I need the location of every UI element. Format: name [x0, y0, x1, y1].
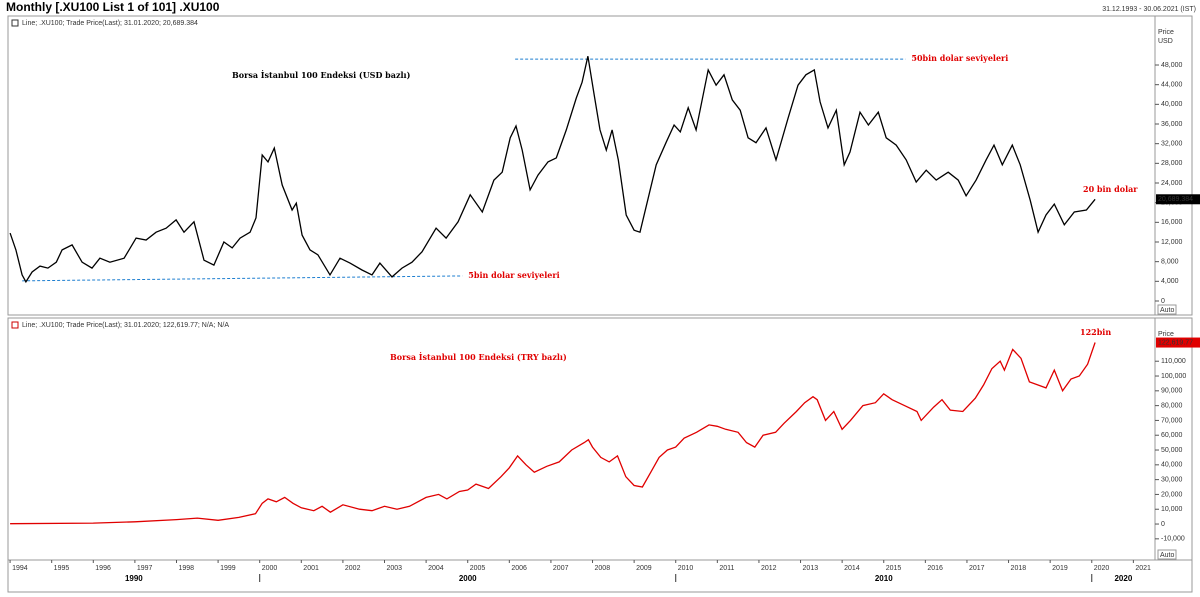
- scale-mode-box: [1157, 304, 1177, 315]
- x-tick-label: 1995: [54, 565, 70, 572]
- y-tick-label: 48,000: [1161, 62, 1183, 69]
- x-tick-label: 2003: [387, 565, 403, 572]
- x-tick-label: 2017: [969, 565, 985, 572]
- legend-swatch: [11, 321, 19, 329]
- x-tick-label: 2000: [262, 565, 278, 572]
- x-tick-label: 2018: [1011, 565, 1027, 572]
- decade-label: 1990: [125, 574, 143, 583]
- decade-label: 2020: [1114, 574, 1132, 583]
- x-tick-label: 2009: [636, 565, 652, 572]
- y-tick-label: 36,000: [1161, 121, 1183, 128]
- axis-unit: USD: [1158, 38, 1173, 45]
- x-tick-label: 2007: [553, 565, 569, 572]
- x-tick-label: 1999: [220, 565, 236, 572]
- reference-line: [22, 275, 463, 282]
- y-tick-label: 100,000: [1161, 373, 1186, 380]
- y-tick-label: 16,000: [1161, 219, 1183, 226]
- x-tick-label: 2011: [719, 565, 734, 572]
- series-line: [9, 56, 1096, 284]
- scale-mode: Auto: [1160, 307, 1175, 314]
- last-value-label: 122,619.77: [1158, 339, 1193, 346]
- y-tick-label: 30,000: [1161, 476, 1183, 483]
- x-tick-label: 1996: [95, 565, 111, 572]
- axis-label: Price: [1158, 331, 1174, 338]
- y-tick-label: 8,000: [1161, 259, 1179, 266]
- last-value-label: 20,689.384: [1158, 196, 1193, 203]
- x-tick-label: 2013: [803, 565, 819, 572]
- decade-label: 2000: [459, 574, 477, 583]
- panel-frame: [7, 15, 1193, 316]
- reference-label: 5bin dolar seviyeleri: [468, 270, 559, 280]
- x-tick-label: 1997: [137, 565, 153, 572]
- panel-legend: Line; .XU100; Trade Price(Last); 31.01.2…: [22, 322, 229, 329]
- y-tick-label: 28,000: [1161, 160, 1183, 167]
- y-tick-label: 60,000: [1161, 432, 1183, 439]
- y-tick-label: 0: [1161, 521, 1165, 528]
- reference-label: 50bin dolar seviyeleri: [911, 53, 1008, 63]
- x-tick-label: 2014: [844, 565, 860, 572]
- last-value-box: [1156, 337, 1200, 348]
- annotation: 122bin: [1080, 327, 1111, 337]
- x-tick-label: 2008: [595, 565, 611, 572]
- y-tick-label: 44,000: [1161, 82, 1183, 89]
- series-line: [10, 342, 1096, 525]
- x-tick-label: 2016: [927, 565, 943, 572]
- y-tick-label: 40,000: [1161, 101, 1183, 108]
- x-tick-label: 2015: [886, 565, 902, 572]
- axis-label: Price: [1158, 29, 1174, 36]
- scale-mode-box: [1157, 549, 1177, 560]
- y-tick-label: 4,000: [1161, 278, 1179, 285]
- y-tick-label: 70,000: [1161, 417, 1183, 424]
- y-tick-label: -10,000: [1161, 536, 1185, 543]
- annotation: Borsa İstanbul 100 Endeksi (TRY bazlı): [390, 352, 567, 362]
- x-tick-label: 2001: [303, 565, 319, 572]
- y-tick-label: 0: [1161, 298, 1165, 305]
- x-tick-label: 2006: [511, 565, 527, 572]
- y-tick-label: 90,000: [1161, 388, 1183, 395]
- y-tick-label: 80,000: [1161, 402, 1183, 409]
- y-tick-label: 20,000: [1161, 491, 1183, 498]
- x-tick-label: 1994: [12, 565, 28, 572]
- legend-swatch: [11, 19, 19, 27]
- x-tick-label: 2020: [1094, 565, 1110, 572]
- y-tick-label: 10,000: [1161, 506, 1183, 513]
- scale-mode: Auto: [1160, 552, 1175, 559]
- x-tick-label: 2019: [1052, 565, 1068, 572]
- x-axis-frame: [7, 559, 1193, 593]
- annotation: 20 bin dolar: [1083, 184, 1138, 194]
- y-tick-label: 12,000: [1161, 239, 1183, 246]
- window-title: Monthly [.XU100 List 1 of 101] .XU100: [6, 0, 220, 14]
- panel-legend: Line; .XU100; Trade Price(Last); 31.01.2…: [22, 20, 198, 27]
- y-tick-label: 40,000: [1161, 462, 1183, 469]
- x-tick-label: 1998: [178, 565, 194, 572]
- x-tick-label: 2002: [345, 565, 361, 572]
- y-tick-label: 32,000: [1161, 141, 1183, 148]
- x-tick-label: 2021: [1135, 565, 1151, 572]
- date-range: 31.12.1993 - 30.06.2021 (IST): [1102, 6, 1196, 13]
- annotation: Borsa İstanbul 100 Endeksi (USD bazlı): [232, 70, 411, 80]
- y-tick-label: 24,000: [1161, 180, 1183, 187]
- x-tick-label: 2004: [428, 565, 444, 572]
- y-tick-label: 110,000: [1161, 358, 1186, 365]
- decade-label: 2010: [875, 574, 893, 583]
- x-tick-label: 2010: [678, 565, 694, 572]
- x-tick-label: 2005: [470, 565, 486, 572]
- last-value-box: [1156, 194, 1200, 205]
- y-tick-label: 50,000: [1161, 447, 1183, 454]
- x-tick-label: 2012: [761, 565, 777, 572]
